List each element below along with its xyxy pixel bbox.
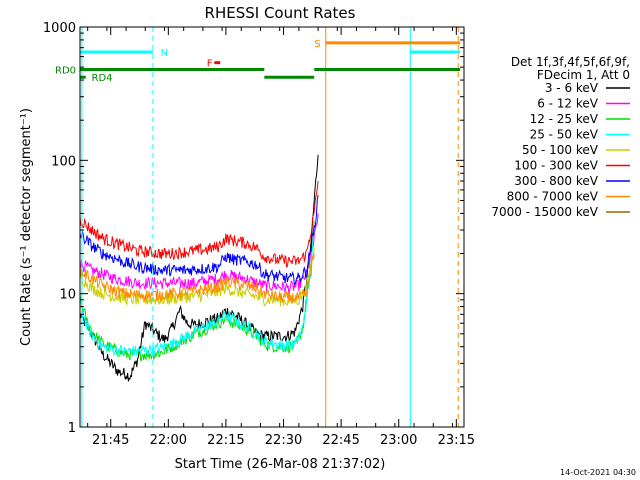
series-line-3 [79,230,315,357]
legend-entry-7: 800 - 7000 keV [507,190,599,204]
legend-entry-4: 50 - 100 keV [522,143,599,157]
x-tick-label-4: 22:45 [322,433,359,448]
legend-entry-8: 7000 - 15000 keV [491,205,598,219]
footer-timestamp: 14-Oct-2021 04:30 [560,468,636,477]
flag-label-1: S [314,39,320,50]
series-line-1 [79,213,319,294]
flag-label-0: N [161,48,168,59]
x-axis-label: Start Time (26-Mar-08 21:37:02) [175,457,386,472]
series-line-7 [79,253,315,304]
legend-header-0: Det 1f,3f,4f,5f,6f,9f, [511,55,630,69]
series-line-6 [79,194,319,286]
chart-title: RHESSI Count Rates [205,4,356,22]
series-lines [79,154,319,382]
annotations: N S F RD0 RD4 [55,27,461,427]
y-tick-label-3: 1000 [43,21,76,36]
series-line-5 [79,180,319,268]
y-tick-label-2: 100 [51,154,76,169]
y-tick-label-1: 10 [59,288,76,303]
axes: 21:45 22:00 22:15 22:30 22:45 23:00 23:15 1 10 10… [43,21,475,448]
y-axis-label: Count Rate (s⁻¹ detector segment⁻¹) [19,108,34,346]
series-line-0 [79,154,319,382]
legend-entry-6: 300 - 800 keV [514,174,598,188]
legend-entry-1: 6 - 12 keV [537,97,599,111]
x-tick-label-5: 23:00 [380,433,417,448]
flag-label-3: RD0 [55,66,76,77]
x-tick-label-6: 23:15 [438,433,475,448]
x-tick-label-2: 22:15 [207,433,244,448]
x-tick-label-3: 22:30 [265,433,302,448]
legend-entry-5: 100 - 300 keV [514,159,598,173]
flag-label-2: F [207,59,213,70]
legend-header-1: FDecim 1, Att 0 [537,68,630,82]
x-tick-label-0: 21:45 [92,433,129,448]
legend-entry-2: 12 - 25 keV [530,112,599,126]
x-tick-label-1: 22:00 [150,433,187,448]
legend: Det 1f,3f,4f,5f,6f,9f,FDecim 1, Att 03 -… [491,55,630,219]
flag-label-4: RD4 [92,73,113,84]
legend-entry-3: 25 - 50 keV [530,128,599,142]
y-tick-label-0: 1 [68,421,76,436]
legend-entry-0: 3 - 6 keV [545,81,599,95]
plot-frame [79,26,465,428]
